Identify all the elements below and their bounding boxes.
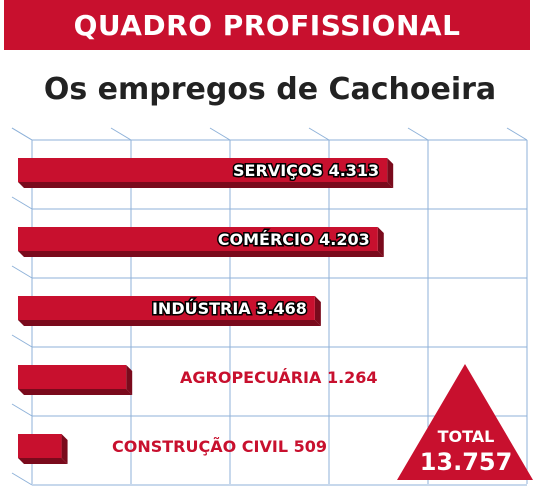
- bar: [18, 227, 378, 251]
- banner-title: QUADRO PROFISSIONAL: [73, 8, 461, 42]
- grid-line-diagonal: [110, 127, 132, 141]
- bar-label: COMÉRCIO 4.203: [218, 230, 370, 249]
- bar-label: CONSTRUÇÃO CIVIL 509: [112, 437, 327, 456]
- bar-side: [61, 434, 68, 464]
- bar-bottom: [18, 389, 133, 395]
- bar-side: [377, 227, 384, 257]
- bar-side: [314, 296, 321, 326]
- grid-line-diagonal: [11, 334, 33, 348]
- grid-line-diagonal: [11, 127, 33, 141]
- bar-bottom: [18, 458, 68, 464]
- title-banner: QUADRO PROFISSIONAL: [4, 0, 530, 50]
- grid-line-diagonal: [407, 127, 429, 141]
- bar-side: [126, 365, 133, 395]
- total-triangle: [397, 364, 533, 480]
- grid-line-diagonal: [11, 403, 33, 417]
- bar-bottom: [18, 320, 321, 326]
- grid-line-diagonal: [209, 127, 231, 141]
- grid-line-diagonal: [11, 196, 33, 210]
- bar: [18, 158, 388, 182]
- total-value: 13.757: [420, 448, 513, 476]
- bar-bottom: [18, 182, 394, 188]
- bar-side: [387, 158, 394, 188]
- grid-line-diagonal: [308, 127, 330, 141]
- bar: [18, 434, 62, 458]
- grid-line-diagonal: [11, 472, 33, 486]
- bar: [18, 296, 315, 320]
- bar-label: SERVIÇOS 4.313: [233, 161, 379, 180]
- chart-title: Os empregos de Cachoeira: [43, 72, 497, 107]
- bar-bottom: [18, 251, 384, 257]
- bar-label: INDÚSTRIA 3.468: [152, 299, 307, 318]
- bar: [18, 365, 127, 389]
- bar-label: AGROPECUÁRIA 1.264: [180, 368, 378, 387]
- grid-line-diagonal: [506, 127, 528, 141]
- grid-line-diagonal: [11, 265, 33, 279]
- total-label: TOTAL: [438, 427, 495, 446]
